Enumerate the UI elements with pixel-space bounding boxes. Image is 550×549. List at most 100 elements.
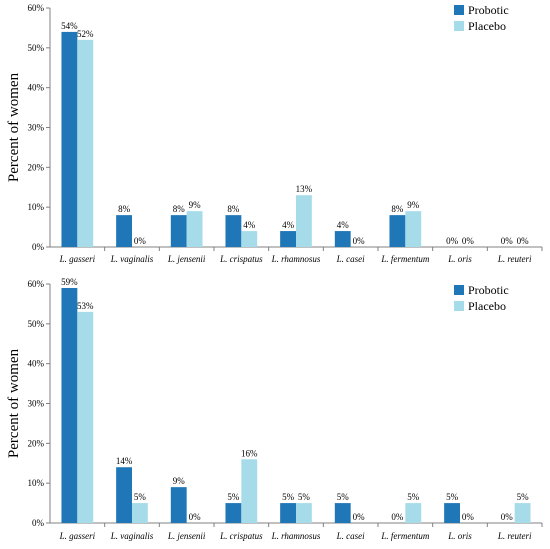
category-label: L. gasseri [59, 531, 96, 541]
category-label: L. fermentum [380, 254, 429, 264]
data-label: 5% [134, 492, 147, 502]
legend-swatch [454, 285, 464, 295]
category-label: L. rhamnosus [271, 531, 321, 541]
bar [77, 311, 94, 523]
category-label: L. vaginalis [110, 254, 154, 264]
data-label: 16% [241, 448, 258, 458]
category-label: L. vaginalis [110, 531, 154, 541]
data-label: 4% [243, 220, 256, 230]
category-label: L. oris [447, 531, 472, 541]
legend-label: Probotic [468, 283, 509, 297]
y-tick-label: 30% [28, 399, 45, 409]
data-label: 0% [517, 236, 530, 246]
bar [225, 215, 242, 247]
y-axis-title: Percent of women [6, 72, 22, 182]
y-tick-label: 20% [28, 162, 45, 172]
data-label: 8% [391, 204, 404, 214]
bar [241, 231, 258, 247]
category-label: L. casei [336, 531, 365, 541]
data-label: 0% [353, 236, 366, 246]
data-label: 0% [501, 512, 514, 522]
y-tick-label: 20% [28, 438, 45, 448]
bar [170, 215, 187, 247]
bar [225, 503, 242, 523]
bar [280, 231, 296, 247]
data-label: 0% [462, 236, 475, 246]
bar [405, 503, 422, 523]
legend-swatch [454, 21, 464, 31]
category-label: L. reuteri [497, 254, 532, 264]
bar [186, 211, 203, 247]
y-tick-label: 10% [28, 478, 45, 488]
y-tick-label: 60% [28, 3, 45, 13]
y-tick-label: 30% [28, 123, 45, 133]
y-tick-label: 60% [28, 279, 45, 289]
legend-swatch [454, 5, 464, 15]
data-label: 8% [173, 204, 186, 214]
data-label: 5% [517, 492, 530, 502]
bar [241, 459, 258, 523]
category-label: L. fermentum [380, 531, 429, 541]
category-label: L. jensenii [167, 254, 206, 264]
bar [514, 503, 531, 523]
data-label: 5% [282, 492, 295, 502]
chart-panel-top: 0% 10% 20% 30% 40% 50% 60% Percent of women L. g… [6, 3, 543, 264]
data-label: 4% [282, 220, 295, 230]
y-tick-label: 40% [28, 359, 45, 369]
data-label: 5% [337, 492, 350, 502]
category-label: L. crispatus [219, 531, 263, 541]
data-label: 5% [227, 492, 240, 502]
bar [116, 215, 132, 247]
bar [334, 503, 351, 523]
bar [444, 503, 460, 523]
category-label: L. casei [336, 254, 365, 264]
data-label: 5% [298, 492, 311, 502]
bar [61, 287, 78, 523]
data-label: 4% [337, 220, 350, 230]
data-label: 5% [446, 492, 459, 502]
category-label: L. reuteri [497, 531, 532, 541]
category-label: L. rhamnosus [271, 254, 321, 264]
data-label: 13% [296, 184, 313, 194]
bar [296, 503, 312, 523]
legend-label: Placebo [468, 19, 506, 33]
category-label: L. oris [447, 254, 472, 264]
bar [77, 39, 94, 247]
data-label: 9% [407, 200, 420, 210]
data-label: 5% [407, 492, 420, 502]
data-label: 0% [134, 236, 147, 246]
data-label: 0% [391, 512, 404, 522]
y-tick-label: 40% [28, 83, 45, 93]
bar [334, 231, 351, 247]
y-tick-label: 0% [32, 242, 45, 252]
y-tick-label: 50% [28, 319, 45, 329]
legend-label: Probotic [468, 3, 509, 17]
legend-label: Placebo [468, 299, 506, 313]
data-label: 0% [501, 236, 514, 246]
bar [280, 503, 296, 523]
data-label: 0% [446, 236, 459, 246]
legend-swatch [454, 301, 464, 311]
data-label: 8% [227, 204, 240, 214]
y-tick-label: 10% [28, 202, 45, 212]
data-label: 8% [118, 204, 131, 214]
data-label: 0% [462, 512, 475, 522]
bar [389, 215, 406, 247]
data-label: 53% [77, 301, 94, 311]
bar [170, 487, 187, 523]
data-label: 54% [61, 21, 78, 31]
data-label: 9% [173, 476, 186, 486]
y-tick-label: 0% [32, 518, 45, 528]
category-label: L. gasseri [59, 254, 96, 264]
category-label: L. jensenii [167, 531, 206, 541]
chart-panel-bottom: 0% 10% 20% 30% 40% 50% 60% Percent of women L. g… [6, 277, 543, 541]
data-label: 0% [353, 512, 366, 522]
y-axis-title: Percent of women [6, 348, 22, 458]
bar [116, 467, 132, 523]
bar [296, 195, 312, 247]
bar [61, 31, 78, 248]
data-label: 9% [189, 200, 202, 210]
bar [405, 211, 422, 247]
